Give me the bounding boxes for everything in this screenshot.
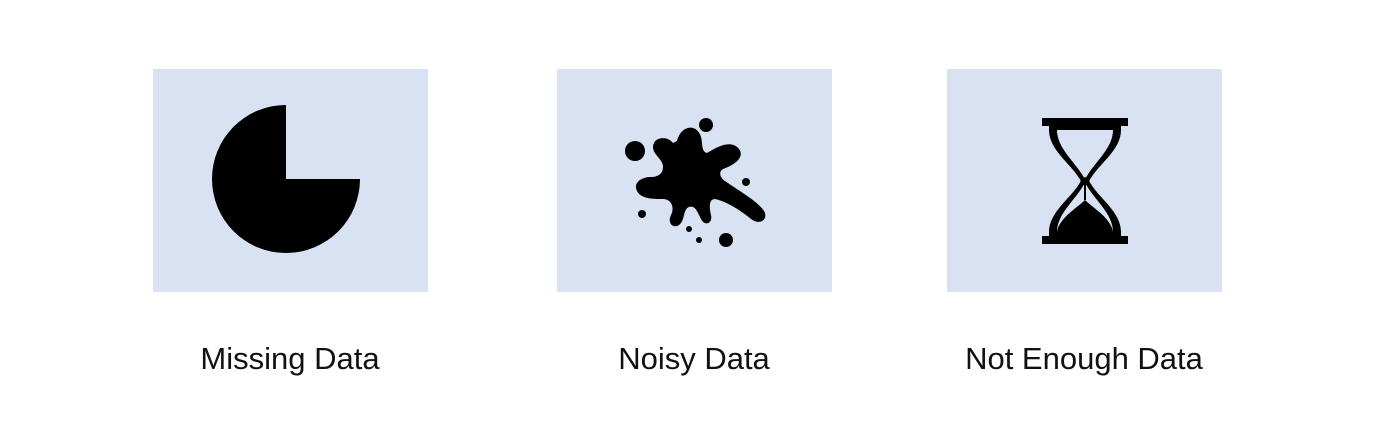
missing-data-label: Missing Data — [200, 341, 380, 376]
noisy-data-label: Noisy Data — [618, 341, 770, 376]
noisy-data-card — [557, 69, 832, 292]
pie-chart-missing-quarter-icon — [211, 104, 360, 253]
not-enough-data-card — [947, 69, 1222, 292]
missing-data-card — [153, 69, 428, 292]
not-enough-data-label: Not Enough Data — [965, 341, 1203, 376]
ink-splatter-icon — [624, 117, 765, 247]
hourglass-icon — [1041, 117, 1128, 244]
